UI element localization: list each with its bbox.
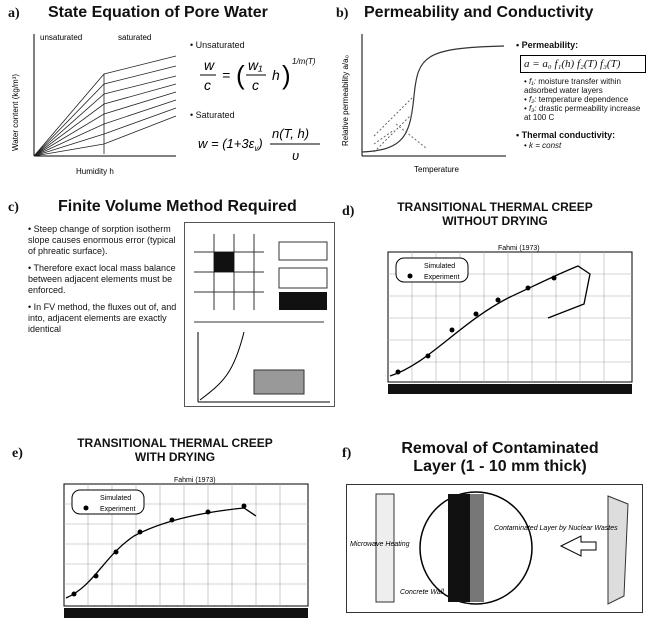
heading: • Permeability: <box>516 40 646 51</box>
panel-title: State Equation of Pore Water <box>48 4 268 22</box>
source: Fahmi (1973) <box>498 245 540 252</box>
creep-chart: Simulated Experiment Fahmi (1973) <box>368 244 640 420</box>
permeability-notes: • Permeability: a = a₀ f₁(h) f₂(T) f₃(T)… <box>516 40 646 150</box>
item-text: drastic permeability increase at 100 C <box>524 104 640 122</box>
bullet-text: Saturated <box>196 110 235 120</box>
page: { "panels": { "a": { "label": "a)", "tit… <box>0 0 648 637</box>
eq-term: w = (1+3ε <box>198 136 255 151</box>
title-line: WITH DRYING <box>40 450 310 464</box>
title-line: Layer (1 - 10 mm thick) <box>360 458 640 476</box>
bullet: • Steep change of sorption isotherm slop… <box>28 224 178 257</box>
legend-label: Simulated <box>100 495 131 502</box>
bullet-text: Steep change of sorption isotherm slope … <box>28 224 176 256</box>
eq-term: h <box>272 67 280 83</box>
band <box>64 608 308 618</box>
eq-term: w <box>204 57 215 73</box>
legend-label: Experiment <box>424 274 459 281</box>
curve <box>374 98 426 152</box>
panel-label: f) <box>342 446 351 462</box>
bullet-text: In FV method, the fluxes out of, and int… <box>28 302 176 334</box>
panel-title: Finite Volume Method Required <box>58 198 297 216</box>
bullet-text: Unsaturated <box>196 40 245 50</box>
eq-term: υ <box>292 148 299 163</box>
permeability-chart: Relative permeability a/a₀ Temperature <box>334 26 514 182</box>
item-symbol: f₃: <box>529 104 537 113</box>
item: • k = const <box>524 141 646 150</box>
title-line: Removal of Contaminated <box>360 440 640 458</box>
creep-chart: Simulated Experiment Fahmi (1973) <box>44 476 316 636</box>
item-symbol: f₁: <box>529 77 536 86</box>
curve <box>362 46 504 152</box>
eq-term: w = (1+3εv) <box>198 136 263 153</box>
item: • f₂: temperature dependence <box>524 95 646 104</box>
heading-text: Permeability: <box>522 40 579 50</box>
equation: w c = ( w₁ c h ) 1/m(T) <box>196 54 326 100</box>
bullet: • Unsaturated <box>190 40 245 51</box>
element <box>279 268 327 288</box>
contaminated-layer <box>448 494 470 602</box>
panel-label: a) <box>8 6 20 22</box>
legend-label: Experiment <box>100 506 135 513</box>
panel-label: c) <box>8 200 19 216</box>
panel-title: Permeability and Conductivity <box>364 4 593 22</box>
eq-term: w₁ <box>248 57 263 73</box>
isotherm-curves <box>34 56 176 156</box>
paren: ( <box>236 60 245 90</box>
bullet-text: Therefore exact local mass balance betwe… <box>28 263 176 295</box>
wall-section <box>470 494 484 602</box>
element <box>279 242 327 260</box>
heading: • Thermal conductivity: <box>516 130 646 141</box>
item: • f₃: drastic permeability increase at 1… <box>524 104 646 122</box>
item-symbol: f₂: <box>529 95 537 104</box>
item-text: temperature dependence <box>539 95 628 104</box>
title-line: TRANSITIONAL THERMAL CREEP <box>40 436 310 450</box>
bullet-list: • Steep change of sorption isotherm slop… <box>28 224 178 335</box>
bullet: • In FV method, the fluxes out of, and i… <box>28 302 178 335</box>
fv-diagram <box>184 222 336 408</box>
x-axis-label: Humidity h <box>76 167 114 176</box>
legend-marker <box>408 274 413 279</box>
equation-box: a = a₀ f₁(h) f₂(T) f₃(T) <box>520 55 646 73</box>
heading-text: Thermal conductivity: <box>522 130 616 140</box>
annotation: Contaminated Layer by Nuclear Wastes <box>494 525 618 532</box>
panel-label: b) <box>336 6 348 22</box>
title-line: TRANSITIONAL THERMAL CREEP <box>360 200 630 214</box>
legend-label: Simulated <box>424 263 455 270</box>
y-axis-label: Relative permeability a/a₀ <box>341 55 350 146</box>
title-line: WITHOUT DRYING <box>360 214 630 228</box>
wall <box>376 494 394 602</box>
eq-term: = <box>222 67 230 83</box>
paren: ) <box>282 60 291 90</box>
eq-term: c <box>204 77 211 93</box>
curve-label: saturated <box>118 33 151 42</box>
legend-marker <box>84 506 89 511</box>
annotation: Concrete Wall <box>400 589 444 596</box>
removal-diagram: Contaminated Layer by Nuclear Wastes Mic… <box>346 484 644 614</box>
band <box>388 384 632 394</box>
item-text: k = const <box>529 141 561 150</box>
sorption-chart: unsaturated saturated Water content (kg/… <box>6 26 186 182</box>
equation: w = (1+3εv) n(T, h) υ <box>196 124 326 168</box>
cell <box>214 252 234 272</box>
item-text: moisture transfer within adsorbed water … <box>524 77 621 95</box>
exponent: 1/m(T) <box>292 57 316 66</box>
panel-label: e) <box>12 446 23 462</box>
eq-term: n(T, h) <box>272 126 309 141</box>
element <box>279 292 327 310</box>
panel-label: d) <box>342 204 354 220</box>
texture <box>254 370 304 394</box>
bullet: • Saturated <box>190 110 235 121</box>
annotation: Microwave Heating <box>350 541 410 548</box>
item: • f₁: moisture transfer within adsorbed … <box>524 77 646 95</box>
eq-term: c <box>252 77 259 93</box>
source: Fahmi (1973) <box>174 477 216 484</box>
curve-label: unsaturated <box>40 33 82 42</box>
x-axis-label: Temperature <box>414 165 459 174</box>
y-axis-label: Water content (kg/m³) <box>11 74 20 151</box>
bullet: • Therefore exact local mass balance bet… <box>28 263 178 296</box>
